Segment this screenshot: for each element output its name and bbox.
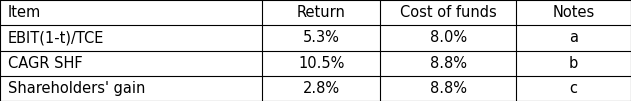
- Text: CAGR SHF: CAGR SHF: [8, 56, 82, 71]
- Text: a: a: [569, 30, 578, 45]
- Text: b: b: [569, 56, 578, 71]
- Text: Return: Return: [297, 5, 346, 20]
- Text: c: c: [570, 81, 577, 96]
- Text: 10.5%: 10.5%: [298, 56, 345, 71]
- Text: EBIT(1-t)/TCE: EBIT(1-t)/TCE: [8, 30, 104, 45]
- Text: Cost of funds: Cost of funds: [400, 5, 497, 20]
- Text: 8.8%: 8.8%: [430, 56, 467, 71]
- Text: Notes: Notes: [553, 5, 594, 20]
- Text: Item: Item: [8, 5, 41, 20]
- Text: 8.8%: 8.8%: [430, 81, 467, 96]
- Text: Shareholders' gain: Shareholders' gain: [8, 81, 145, 96]
- Text: 2.8%: 2.8%: [303, 81, 339, 96]
- Text: 5.3%: 5.3%: [303, 30, 339, 45]
- Text: 8.0%: 8.0%: [430, 30, 467, 45]
